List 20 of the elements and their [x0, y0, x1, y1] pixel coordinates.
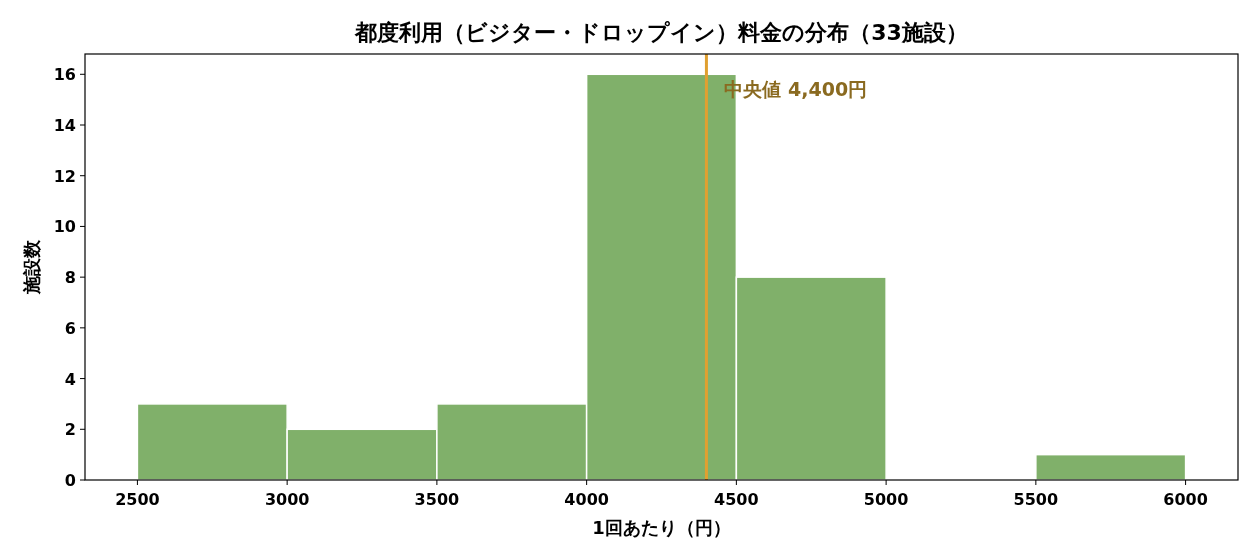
- y-tick-label: 12: [53, 166, 76, 186]
- chart-title: 都度利用（ビジター・ドロップイン）料金の分布（33施設）: [354, 20, 968, 45]
- x-tick-label: 4000: [564, 490, 609, 509]
- x-tick-label: 2500: [115, 490, 160, 509]
- x-tick-label: 5500: [1013, 490, 1059, 509]
- y-tick-label: 14: [53, 116, 76, 135]
- y-tick-label: 4: [64, 369, 76, 389]
- x-axis-title: 1回あたり（円）: [592, 517, 731, 538]
- y-axis-title: 施設数: [21, 239, 42, 295]
- x-tick-label: 3000: [264, 490, 310, 509]
- y-tick-label: 6: [64, 318, 76, 338]
- y-tick-label: 10: [53, 217, 76, 237]
- x-tick-label: 4500: [714, 490, 759, 509]
- y-tick-label: 16: [53, 65, 76, 85]
- y-tick-label: 0: [64, 471, 76, 490]
- y-tick-label: 8: [64, 268, 76, 288]
- x-tick-label: 6000: [1163, 490, 1208, 509]
- y-tick-label: 2: [64, 420, 76, 440]
- x-tick-label: 5000: [863, 490, 909, 509]
- x-tick-label: 3500: [414, 490, 460, 509]
